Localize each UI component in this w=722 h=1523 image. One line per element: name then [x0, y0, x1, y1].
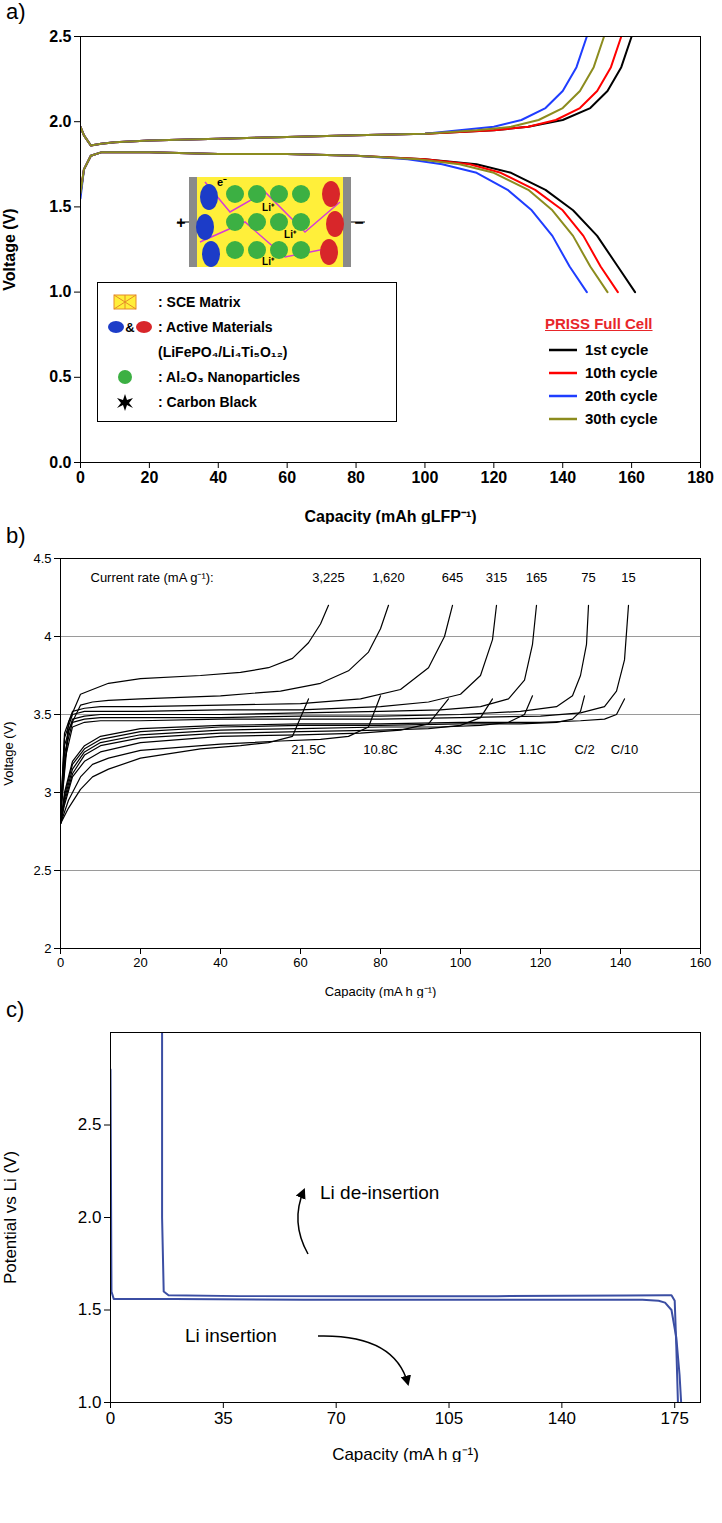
svg-text:0.5: 0.5 — [49, 368, 71, 385]
svg-text:Voltage (V): Voltage (V) — [1, 721, 16, 785]
html-text:30th cycle: 30th cycle — [585, 410, 658, 427]
svg-text:2: 2 — [44, 941, 51, 956]
html-text:: Al₂O₃ Nanoparticles: : Al₂O₃ Nanoparticles — [158, 368, 301, 385]
svg-text:Potential vs Li (V): Potential vs Li (V) — [1, 1151, 20, 1284]
svg-text:1.0: 1.0 — [49, 283, 71, 300]
svg-text:1.1C: 1.1C — [519, 742, 546, 757]
svg-text:70: 70 — [327, 1409, 346, 1428]
svg-text:3: 3 — [44, 785, 51, 800]
svg-text:1,620: 1,620 — [372, 570, 405, 585]
svg-text:Capacity (mA h g⁻¹): Capacity (mA h g⁻¹) — [332, 1445, 479, 1463]
svg-text:80: 80 — [347, 469, 365, 486]
svg-text:2.5: 2.5 — [78, 1115, 102, 1134]
svg-text:C/2: C/2 — [574, 742, 594, 757]
html-text:(LiFePO₄/Li₄Ti₅O₁₂): (LiFePO₄/Li₄Ti₅O₁₂) — [158, 343, 288, 360]
html-text:Li insertion: Li insertion — [185, 1325, 277, 1346]
svg-text:20: 20 — [140, 469, 158, 486]
svg-text:645: 645 — [442, 570, 464, 585]
svg-text:Capacity (mA h g⁻¹): Capacity (mA h g⁻¹) — [325, 984, 437, 999]
html-text:PRISS Full Cell: PRISS Full Cell — [545, 315, 653, 332]
svg-text:315: 315 — [486, 570, 508, 585]
html-text:20th cycle: 20th cycle — [585, 387, 658, 404]
svg-text:1.5: 1.5 — [49, 198, 71, 215]
html-text:a): a) — [6, 0, 26, 24]
svg-text:e⁻: e⁻ — [217, 176, 227, 188]
svg-text:180: 180 — [687, 469, 714, 486]
svg-text:160: 160 — [618, 469, 645, 486]
svg-text:4: 4 — [44, 629, 51, 644]
svg-text:175: 175 — [661, 1409, 689, 1428]
svg-text:40: 40 — [213, 955, 227, 970]
svg-text:Capacity (mAh gLFP⁻¹): Capacity (mAh gLFP⁻¹) — [304, 508, 476, 525]
svg-text:3.5: 3.5 — [33, 707, 51, 722]
svg-text:0: 0 — [57, 955, 64, 970]
svg-text:Li⁺: Li⁺ — [262, 202, 275, 213]
svg-text:75: 75 — [581, 570, 595, 585]
html-text:10th cycle: 10th cycle — [585, 364, 658, 381]
svg-text:1.0: 1.0 — [78, 1393, 102, 1412]
svg-text:105: 105 — [435, 1409, 463, 1428]
svg-text:0.0: 0.0 — [49, 454, 71, 471]
svg-text:20: 20 — [133, 955, 147, 970]
svg-text:4.5: 4.5 — [33, 551, 51, 566]
svg-text:35: 35 — [214, 1409, 233, 1428]
svg-text:160: 160 — [690, 955, 712, 970]
svg-text:Li⁺: Li⁺ — [284, 229, 297, 240]
svg-text:21.5C: 21.5C — [291, 742, 326, 757]
svg-text:165: 165 — [526, 570, 548, 585]
html-text:: SCE Matrix: : SCE Matrix — [158, 293, 241, 310]
html-text:: Active Materials: : Active Materials — [158, 318, 273, 335]
svg-text:100: 100 — [450, 955, 472, 970]
html-text:: Carbon Black: : Carbon Black — [158, 393, 257, 410]
svg-text:4.3C: 4.3C — [435, 742, 462, 757]
svg-text:60: 60 — [278, 469, 296, 486]
svg-text:100: 100 — [412, 469, 439, 486]
svg-text:Voltage (V): Voltage (V) — [1, 208, 18, 290]
svg-text:1.5: 1.5 — [78, 1300, 102, 1319]
html-text:Li de-insertion: Li de-insertion — [320, 1182, 440, 1203]
svg-text:0: 0 — [106, 1409, 115, 1428]
svg-text:&: & — [125, 320, 134, 335]
svg-text:0: 0 — [76, 469, 85, 486]
svg-text:Li⁺: Li⁺ — [262, 256, 275, 267]
svg-text:140: 140 — [610, 955, 632, 970]
svg-text:40: 40 — [209, 469, 227, 486]
svg-text:3,225: 3,225 — [312, 570, 345, 585]
svg-text:10.8C: 10.8C — [363, 742, 398, 757]
svg-text:15: 15 — [621, 570, 635, 585]
svg-text:C/10: C/10 — [611, 742, 638, 757]
svg-text:140: 140 — [549, 469, 576, 486]
html-text:b): b) — [6, 523, 26, 548]
svg-text:2.5: 2.5 — [49, 28, 71, 45]
svg-text:140: 140 — [548, 1409, 576, 1428]
svg-text:120: 120 — [530, 955, 552, 970]
svg-text:2.0: 2.0 — [78, 1208, 102, 1227]
svg-text:2.0: 2.0 — [49, 113, 71, 130]
svg-text:2.1C: 2.1C — [479, 742, 506, 757]
svg-text:60: 60 — [293, 955, 307, 970]
svg-text:120: 120 — [480, 469, 507, 486]
svg-text:2.5: 2.5 — [33, 863, 51, 878]
html-text:c): c) — [6, 997, 25, 1022]
svg-text:Current rate (mA g⁻¹):: Current rate (mA g⁻¹): — [91, 570, 214, 585]
html-text:1st cycle: 1st cycle — [585, 341, 649, 358]
svg-text:80: 80 — [373, 955, 387, 970]
